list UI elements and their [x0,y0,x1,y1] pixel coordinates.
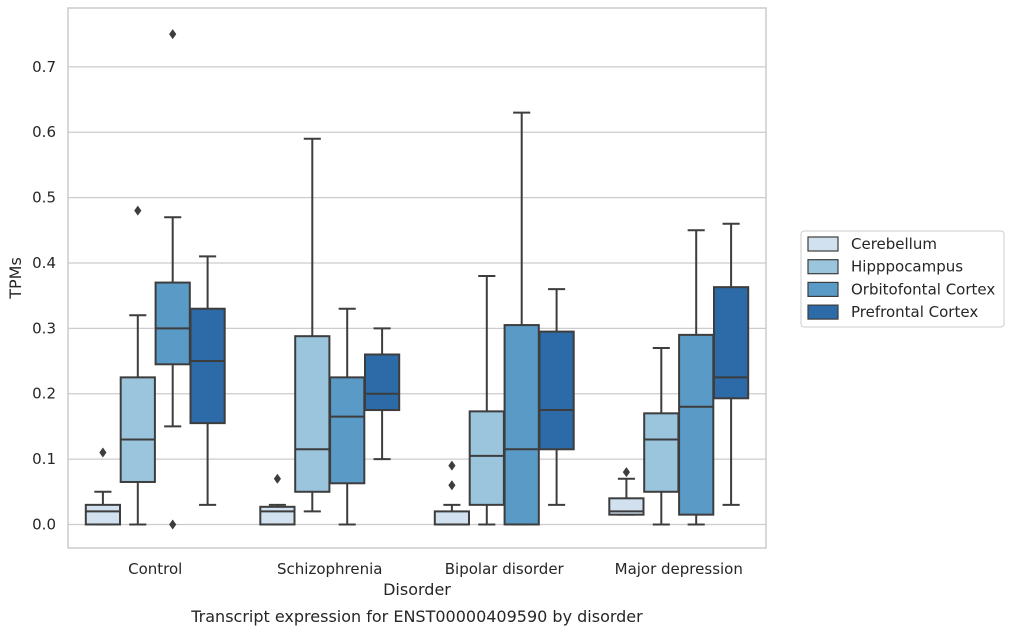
y-tick-label: 0.7 [32,58,56,76]
box-1-1 [294,137,331,513]
legend-label: Orbitofontal Cortex [851,280,995,298]
legend-label: Prefrontal Cortex [851,303,978,321]
box-2-2 [503,111,540,526]
legend: Cerebellum Hipppocampus Orbitofontal Corte… [800,230,1005,328]
y-tick-label: 0.3 [32,319,56,337]
box-0-1 [259,473,296,526]
box-0-2 [433,460,471,526]
box-2-1 [329,307,366,526]
y-tick-label: 0.2 [32,385,56,403]
box [154,281,191,366]
box-0-3 [608,467,645,516]
y-tick-label: 0.0 [32,515,56,533]
legend-label: Hipppocampus [851,258,963,276]
x-tick-labels: Control Schizophrenia Bipolar disorder Majo… [128,560,743,578]
box-3-3 [712,222,750,506]
legend-swatch [807,236,839,252]
legend-swatch [807,304,839,320]
box [294,335,331,493]
box [433,510,471,526]
legend-swatch [807,259,839,275]
outlier-point [448,480,456,491]
box [329,376,366,485]
box [538,330,575,451]
outlier-point [169,519,177,530]
x-tick-label: Major depression [615,560,743,578]
x-tick-label: Bipolar disorder [445,560,565,578]
x-axis-title: Disorder [383,580,451,599]
legend-frame [800,230,1005,328]
y-tick-label: 0.5 [32,189,56,207]
box [84,503,122,526]
outlier-point [622,467,630,478]
box [712,286,750,400]
box-2-0 [154,29,191,530]
y-tick-label: 0.1 [32,450,56,468]
outlier-point [448,460,456,471]
legend-swatch [807,281,839,297]
box-2-3 [678,229,715,526]
y-tick-label: 0.4 [32,254,56,272]
x-tick-label: Schizophrenia [277,560,382,578]
y-axis-title: TPMs [6,257,25,300]
chart-caption: Transcript expression for ENST0000040959… [190,607,643,626]
y-tick-labels: 0.0 0.1 0.2 0.3 0.4 0.5 0.6 0.7 [32,58,56,534]
box-1-3 [643,346,680,526]
box-1-0 [119,205,156,526]
outlier-point [169,29,177,40]
box-1-2 [468,275,505,526]
box-3-0 [189,255,226,506]
box [259,505,296,526]
box [468,410,505,506]
box [189,307,226,425]
x-tick-label: Control [128,560,182,578]
y-tick-label: 0.6 [32,123,56,141]
box [119,376,156,483]
box-0-0 [84,447,122,526]
box [643,412,680,493]
box [678,333,715,516]
outlier-point [134,205,142,216]
outlier-point [99,447,107,458]
box-plots [84,29,750,530]
box-3-2 [538,288,575,506]
box [363,353,401,412]
outlier-point [273,473,281,484]
legend-label: Cerebellum [851,235,937,253]
box-3-1 [363,327,401,461]
box [503,324,540,526]
